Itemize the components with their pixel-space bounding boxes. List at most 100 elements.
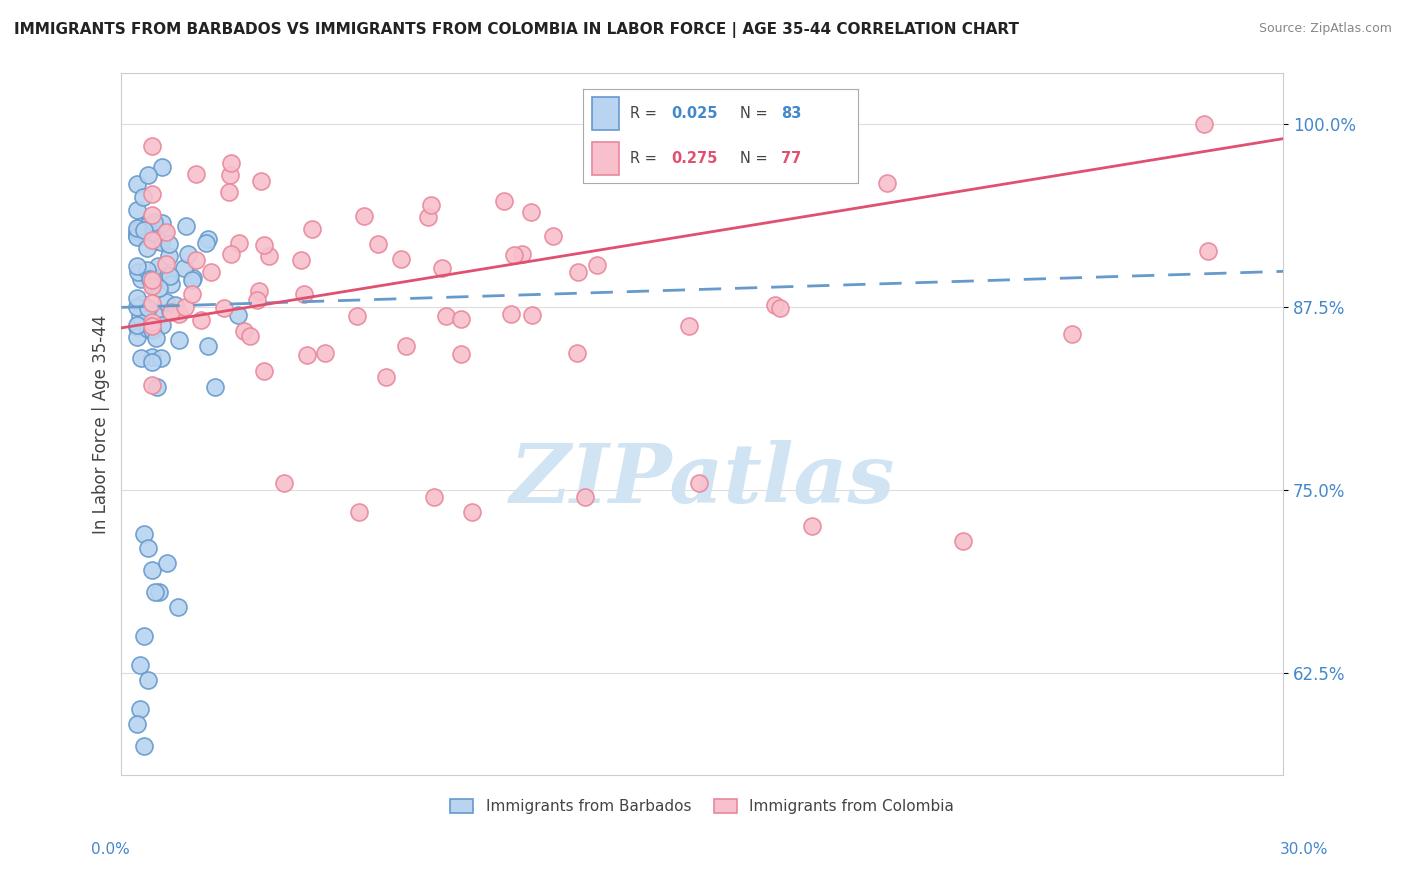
Point [416,210,439,224]
Point [239,328,262,343]
Point [136,673,159,687]
Point [125,230,148,244]
Point [132,739,155,753]
Point [181,271,204,285]
Point [200,265,222,279]
Point [150,160,173,174]
Point [145,304,167,318]
Point [142,269,165,284]
Point [800,519,823,533]
Point [567,265,589,279]
Point [136,322,159,336]
Text: R =: R = [630,106,662,121]
Point [184,167,207,181]
Point [167,599,190,614]
Point [228,308,250,322]
Point [132,190,155,204]
Point [141,139,163,153]
Point [127,202,149,217]
Point [145,271,167,285]
Point [135,302,157,317]
Point [522,308,544,322]
Point [952,534,974,549]
Point [141,233,163,247]
Point [246,293,269,307]
Point [132,629,155,643]
Point [157,236,180,251]
Point [450,312,472,326]
Point [141,208,163,222]
Bar [592,142,619,176]
Point [353,209,375,223]
Point [181,272,204,286]
Point [167,307,190,321]
Point [125,318,148,333]
Point [145,585,167,599]
Point [157,249,180,263]
Point [763,297,786,311]
Point [156,556,179,570]
Point [157,268,180,282]
Point [160,277,183,291]
Point [204,380,226,394]
Text: N =: N = [740,106,772,121]
Point [132,223,155,237]
Point [430,260,453,275]
Point [125,220,148,235]
Text: 0.025: 0.025 [671,106,717,121]
Point [1192,117,1215,131]
Point [218,169,240,183]
Point [159,269,181,284]
Point [128,309,150,323]
Point [678,319,700,334]
Point [129,658,152,673]
Point [125,229,148,244]
Point [132,526,155,541]
Point [190,313,212,327]
Point [450,347,472,361]
Point [173,261,195,276]
Point [141,563,163,577]
Point [153,227,176,241]
Point [141,323,163,337]
Point [136,541,159,556]
Point [145,330,167,344]
Point [141,315,163,329]
Point [131,219,153,234]
Point [541,229,564,244]
Point [174,219,197,233]
Point [876,176,898,190]
Point [389,252,412,266]
Point [150,216,173,230]
Point [155,225,177,239]
Point [150,318,173,332]
Point [228,235,250,250]
Point [125,319,148,334]
Point [501,307,523,321]
Point [232,324,254,338]
Point [138,227,160,242]
Point [197,232,219,246]
Point [141,319,163,334]
Point [253,238,276,252]
Point [141,355,163,369]
Point [127,318,149,332]
Point [184,252,207,267]
Point [131,351,153,365]
Point [149,351,172,365]
Point [314,345,336,359]
Point [143,215,166,229]
Point [461,505,484,519]
Point [141,378,163,392]
Point [253,364,276,378]
Point [141,296,163,310]
Text: N =: N = [740,151,772,166]
Point [125,260,148,274]
Point [136,301,159,315]
Point [218,186,240,200]
Point [141,278,163,293]
Point [212,301,235,316]
Point [174,300,197,314]
Text: 30.0%: 30.0% [1281,842,1329,856]
Point [125,224,148,238]
